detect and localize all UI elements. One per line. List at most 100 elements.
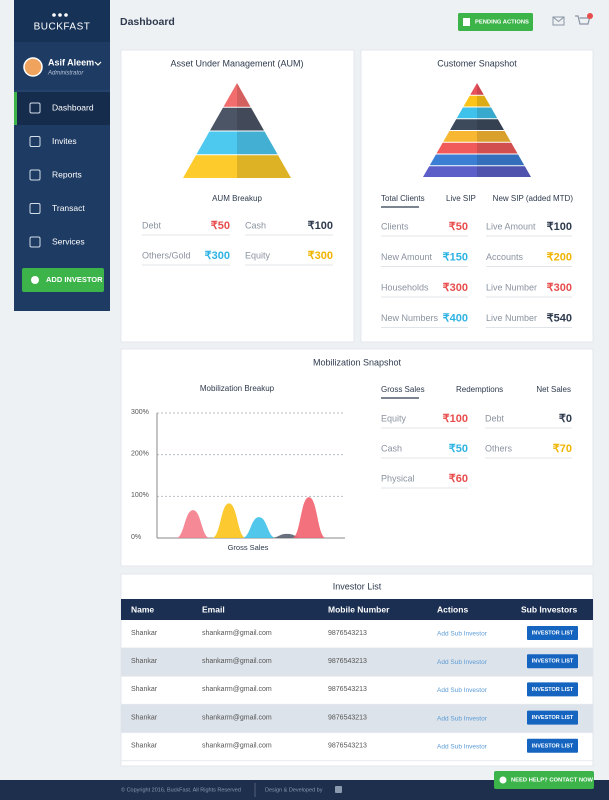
column-header: Sub Investors: [521, 604, 577, 614]
pending-actions-label: PENDING ACTIONS: [475, 20, 529, 26]
chart-peak: [292, 497, 326, 538]
tab[interactable]: New SIP (added MTD): [493, 194, 574, 203]
credit-logo: [335, 786, 342, 793]
item-value: ₹100: [547, 221, 572, 233]
table-row-stripe: [121, 648, 593, 677]
item-label: Equity: [381, 413, 407, 423]
user-menu-caret[interactable]: [94, 61, 102, 66]
pending-actions-icon: [463, 18, 470, 26]
pyramid-layer: [463, 95, 491, 107]
action-link[interactable]: Add Sub Investor: [437, 744, 488, 751]
item-value: ₹540: [547, 312, 572, 324]
pyramid-shade: [477, 95, 491, 107]
pyramid-layer: [450, 119, 504, 130]
user-name: Asif Aleem: [48, 57, 94, 67]
item-value: ₹300: [308, 250, 333, 262]
cell: Shankar: [131, 630, 158, 637]
pyramid-layer: [423, 166, 531, 177]
investor-list-button[interactable]: [527, 710, 578, 725]
card-subtitle: AUM Breakup: [212, 194, 262, 203]
tab[interactable]: Net Sales: [536, 385, 571, 394]
cell: 9876543213: [328, 686, 367, 693]
nav-hit[interactable]: [14, 226, 110, 259]
item-label: New Numbers: [381, 313, 439, 323]
tab[interactable]: Live SIP: [446, 194, 476, 203]
investor-list-button[interactable]: [527, 738, 578, 753]
column-header: Mobile Number: [328, 604, 390, 614]
nav-hit[interactable]: [14, 126, 110, 159]
pyramid-shade: [477, 107, 498, 119]
action-link[interactable]: Add Sub Investor: [437, 715, 488, 722]
y-tick-label: 200%: [131, 451, 149, 458]
item-label: Physical: [381, 473, 415, 483]
cell: 9876543213: [328, 630, 367, 637]
help-button[interactable]: [494, 771, 594, 789]
avatar: [23, 57, 43, 77]
column-header: Actions: [437, 604, 468, 614]
nav-item: Transact: [52, 203, 85, 213]
tab[interactable]: Gross Sales: [381, 385, 425, 394]
nav-icon: [29, 102, 41, 114]
nav-hit[interactable]: [14, 193, 110, 226]
brand-dot: [52, 13, 56, 17]
pyramid-layer: [443, 131, 511, 142]
nav-hit[interactable]: [14, 92, 110, 125]
brand-dot: [58, 13, 62, 17]
item-value: ₹300: [547, 282, 572, 294]
pyramid-layer: [429, 154, 525, 166]
pyramid-shade: [477, 131, 511, 142]
nav-icon: [29, 136, 41, 147]
cell: Shankar: [131, 658, 158, 665]
item-value: ₹400: [443, 312, 468, 324]
nav-icon: [29, 169, 41, 181]
nav-icon: [29, 203, 41, 214]
pyramid-layer: [196, 131, 278, 155]
item-value: ₹50: [211, 220, 230, 232]
action-link[interactable]: Add Sub Investor: [437, 687, 488, 694]
cell: Shankar: [131, 714, 158, 721]
brand-bar: [14, 0, 110, 42]
item-value: ₹100: [443, 413, 468, 425]
cell: shankarm@gmail.com: [202, 714, 272, 721]
brand: BUCKFAST: [34, 22, 91, 33]
pyramid-layer: [456, 107, 498, 119]
investor-list-button[interactable]: [527, 626, 578, 640]
pyramid-shade: [477, 119, 504, 130]
item-label: Cash: [245, 220, 266, 230]
pyramid-shade: [477, 142, 518, 154]
add-investor-label: ADD INVESTOR: [46, 275, 103, 284]
action-link[interactable]: Add Sub Investor: [437, 659, 488, 666]
pyramid-layer: [436, 142, 518, 154]
help-icon: [499, 776, 507, 784]
chart-peak: [176, 510, 210, 538]
cell: shankarm@gmail.com: [202, 743, 272, 750]
action-link[interactable]: Add Sub Investor: [437, 631, 488, 638]
nav-item: Invites: [52, 136, 77, 146]
cell: 9876543213: [328, 658, 367, 665]
page-title: Dashboard: [120, 16, 175, 28]
pyramid-layer: [183, 155, 291, 178]
item-label: Equity: [245, 250, 271, 260]
item-label: Others/Gold: [142, 250, 191, 260]
pyramid-shade: [237, 155, 291, 178]
add-investor-button[interactable]: [22, 268, 104, 292]
cell: Shankar: [131, 743, 158, 750]
pyramid-shade: [237, 131, 278, 155]
column-header: Name: [131, 604, 154, 614]
investor-list-button[interactable]: [527, 682, 578, 697]
credit: Design & Developed by: [265, 787, 323, 793]
tab[interactable]: Redemptions: [456, 385, 503, 394]
item-label: Live Amount: [486, 221, 536, 231]
pending-actions-button[interactable]: [458, 13, 533, 31]
investor-list-label: INVESTOR LIST: [532, 687, 574, 693]
mail-icon[interactable]: [552, 16, 565, 26]
cell: 9876543213: [328, 743, 367, 750]
item-value: ₹300: [205, 250, 230, 262]
nav-hit[interactable]: [14, 159, 110, 192]
column-header: Email: [202, 604, 225, 614]
item-value: ₹150: [443, 251, 468, 263]
tab[interactable]: Total Clients: [381, 194, 425, 203]
investor-list-button[interactable]: [527, 654, 578, 669]
mail-flap: [552, 16, 565, 23]
